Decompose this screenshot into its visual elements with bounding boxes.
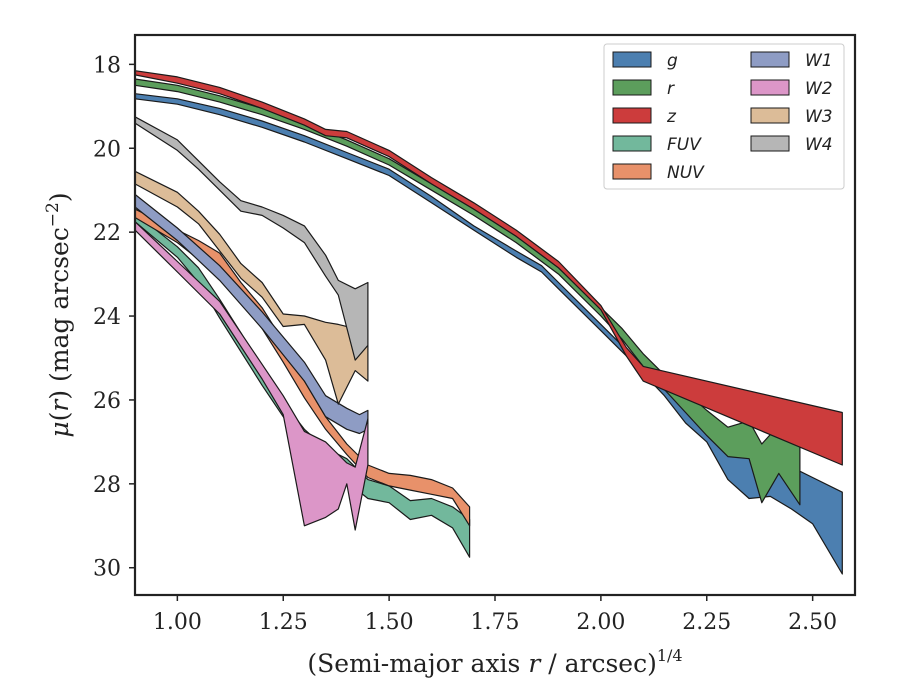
band-g (134, 93, 843, 575)
legend-swatch-nuv (612, 163, 652, 180)
x-tick-label: 2.25 (682, 610, 731, 635)
legend-label-w4: W4 (805, 135, 833, 155)
legend-label-w3: W3 (805, 107, 833, 127)
legend-swatch-w4 (750, 135, 790, 152)
y-axis-label: μ(r) (mag arcsec−2) (43, 192, 74, 437)
y-tick-label: 30 (93, 557, 121, 582)
band-w3 (134, 170, 369, 405)
x-tick-label: 2.50 (788, 610, 837, 635)
band-w2 (134, 221, 369, 531)
x-axis-label: (Semi-major axis r / arcsec)1/4 (307, 646, 682, 678)
legend-label-g: g (667, 51, 678, 71)
y-tick-label: 24 (93, 305, 121, 330)
profile-bands (134, 70, 843, 575)
legend-label-r: r (667, 79, 675, 99)
legend: grz FUV NUV W1 W2 W3 W4 (603, 43, 845, 190)
band-z (134, 70, 843, 466)
y-tick-label: 22 (93, 221, 121, 246)
x-axis-ticks: 1.00 1.25 1.50 1.75 2.00 2.25 2.50 (153, 595, 837, 635)
y-axis-ticks: 18 20 22 24 26 28 30 (93, 53, 135, 582)
y-tick-label: 18 (93, 53, 121, 78)
legend-swatch-fuv (612, 135, 652, 152)
legend-swatch-z (612, 107, 652, 124)
legend-swatch-w3 (750, 107, 790, 124)
x-tick-label: 1.25 (259, 610, 308, 635)
band-w4 (134, 116, 369, 361)
x-tick-label: 1.50 (365, 610, 414, 635)
legend-swatch-g (612, 51, 652, 68)
y-tick-label: 26 (93, 389, 121, 414)
x-tick-label: 1.00 (153, 610, 202, 635)
legend-label-w2: W2 (805, 79, 833, 99)
y-tick-label: 20 (93, 137, 121, 162)
legend-label-fuv: FUV (667, 135, 702, 155)
legend-swatch-r (612, 79, 652, 96)
legend-label-z: z (666, 107, 677, 127)
y-tick-label: 28 (93, 473, 121, 498)
x-tick-label: 1.75 (471, 610, 520, 635)
legend-label-w1: W1 (805, 51, 833, 71)
legend-swatch-w1 (750, 51, 790, 68)
legend-label-nuv: NUV (667, 163, 705, 183)
legend-swatch-w2 (750, 79, 790, 96)
x-tick-label: 2.00 (576, 610, 625, 635)
